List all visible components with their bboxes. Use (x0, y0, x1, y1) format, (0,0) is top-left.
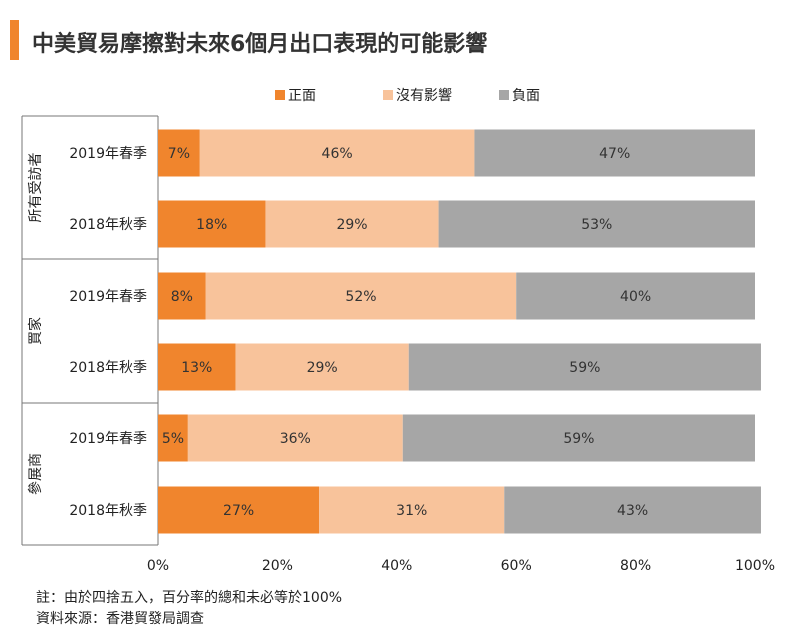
group-label: 參展商 (28, 453, 44, 495)
data-label: 27% (223, 503, 254, 519)
category-label: 2018年秋季 (69, 503, 147, 519)
bar-segment (158, 343, 236, 391)
data-label: 18% (196, 217, 227, 233)
x-tick-label: 80% (620, 558, 651, 574)
legend-label: 負面 (512, 88, 540, 104)
legend-label: 沒有影響 (396, 87, 452, 104)
data-label: 43% (617, 503, 648, 519)
stacked-bar-chart: 正面 沒有影響 負面 7% 46% 47% 18% 29% 53% 8% 52% 40% 13% 29%… (21, 87, 775, 574)
chart-title: 中美貿易摩擦對未來6個月出口表現的可能影響 (32, 32, 488, 57)
bar-segment (205, 272, 517, 320)
chart-bars: 7% 46% 47% 18% 29% 53% 8% 52% 40% 13% 29% 59% 5% 36% 5… (158, 129, 761, 534)
data-label: 46% (322, 146, 353, 162)
data-label: 59% (569, 360, 600, 376)
group-label: 所有受訪者 (28, 153, 44, 223)
footnote-note: 註：由於四捨五入，百分率的總和未必等於100% (36, 590, 343, 606)
bar-segment (504, 486, 761, 534)
data-label: 31% (396, 503, 427, 519)
bar-segment (158, 486, 320, 534)
x-tick-label: 100% (735, 558, 775, 574)
data-label: 36% (280, 431, 311, 447)
chart-frame (21, 115, 159, 546)
data-label: 13% (181, 360, 212, 376)
bar-segment (158, 200, 266, 248)
data-label: 8% (171, 289, 193, 305)
data-label: 47% (599, 146, 630, 162)
bar-segment (265, 200, 439, 248)
data-label: 7% (168, 146, 190, 162)
data-label: 53% (581, 217, 612, 233)
legend-item: 負面 (499, 88, 540, 104)
category-label: 2018年秋季 (69, 217, 147, 233)
bar-segment (187, 414, 403, 462)
category-label: 2019年春季 (69, 431, 147, 447)
bar-segment (474, 129, 755, 177)
data-label: 40% (620, 289, 651, 305)
bar-segment (408, 343, 761, 391)
bar-segment (319, 486, 505, 534)
data-label: 5% (162, 431, 184, 447)
category-label: 2018年秋季 (69, 360, 147, 376)
data-label: 29% (336, 217, 367, 233)
x-tick-label: 0% (147, 558, 169, 574)
title-accent-bar (10, 20, 19, 60)
legend-item: 沒有影響 (383, 87, 452, 104)
legend-swatch (383, 90, 393, 100)
x-tick-label: 60% (501, 558, 532, 574)
x-tick-label: 20% (262, 558, 293, 574)
bar-segment (402, 414, 755, 462)
x-tick-label: 40% (381, 558, 412, 574)
bar-segment (158, 272, 206, 320)
legend-item: 正面 (275, 88, 316, 104)
bar-segment (158, 129, 200, 177)
legend-label: 正面 (288, 88, 316, 104)
category-label: 2019年春季 (69, 289, 147, 305)
chart-legend: 正面 沒有影響 負面 (275, 87, 540, 104)
bar-segment (235, 343, 409, 391)
footnote: 註：由於四捨五入，百分率的總和未必等於100% 資料來源：香港貿發局調查 (36, 588, 342, 630)
footnote-source: 資料來源：香港貿發局調查 (36, 611, 204, 627)
x-axis-ticks: 0% 20% 40% 60% 80% 100% (147, 558, 775, 574)
group-label: 買家 (27, 317, 44, 345)
category-labels: 2019年春季 2018年秋季 2019年春季 2018年秋季 2019年春季 2018年… (69, 146, 147, 519)
category-label: 2019年春季 (69, 146, 147, 162)
bar-segment (158, 414, 188, 462)
legend-swatch (275, 90, 285, 100)
data-label: 59% (563, 431, 594, 447)
legend-swatch (499, 90, 509, 100)
bar-segment (199, 129, 475, 177)
data-label: 52% (345, 289, 376, 305)
bar-segment (438, 200, 755, 248)
bar-segment (516, 272, 755, 320)
data-label: 29% (307, 360, 338, 376)
